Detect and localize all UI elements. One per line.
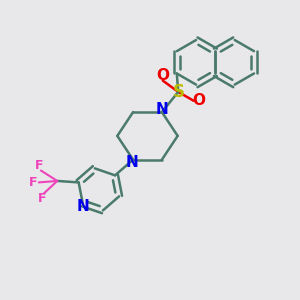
Text: F: F bbox=[38, 192, 46, 205]
Text: S: S bbox=[172, 83, 184, 101]
Text: N: N bbox=[76, 199, 89, 214]
Text: O: O bbox=[193, 93, 206, 108]
Text: F: F bbox=[28, 176, 37, 189]
Text: F: F bbox=[35, 159, 44, 172]
Text: N: N bbox=[126, 154, 139, 169]
Text: N: N bbox=[155, 102, 168, 117]
Text: O: O bbox=[156, 68, 169, 83]
